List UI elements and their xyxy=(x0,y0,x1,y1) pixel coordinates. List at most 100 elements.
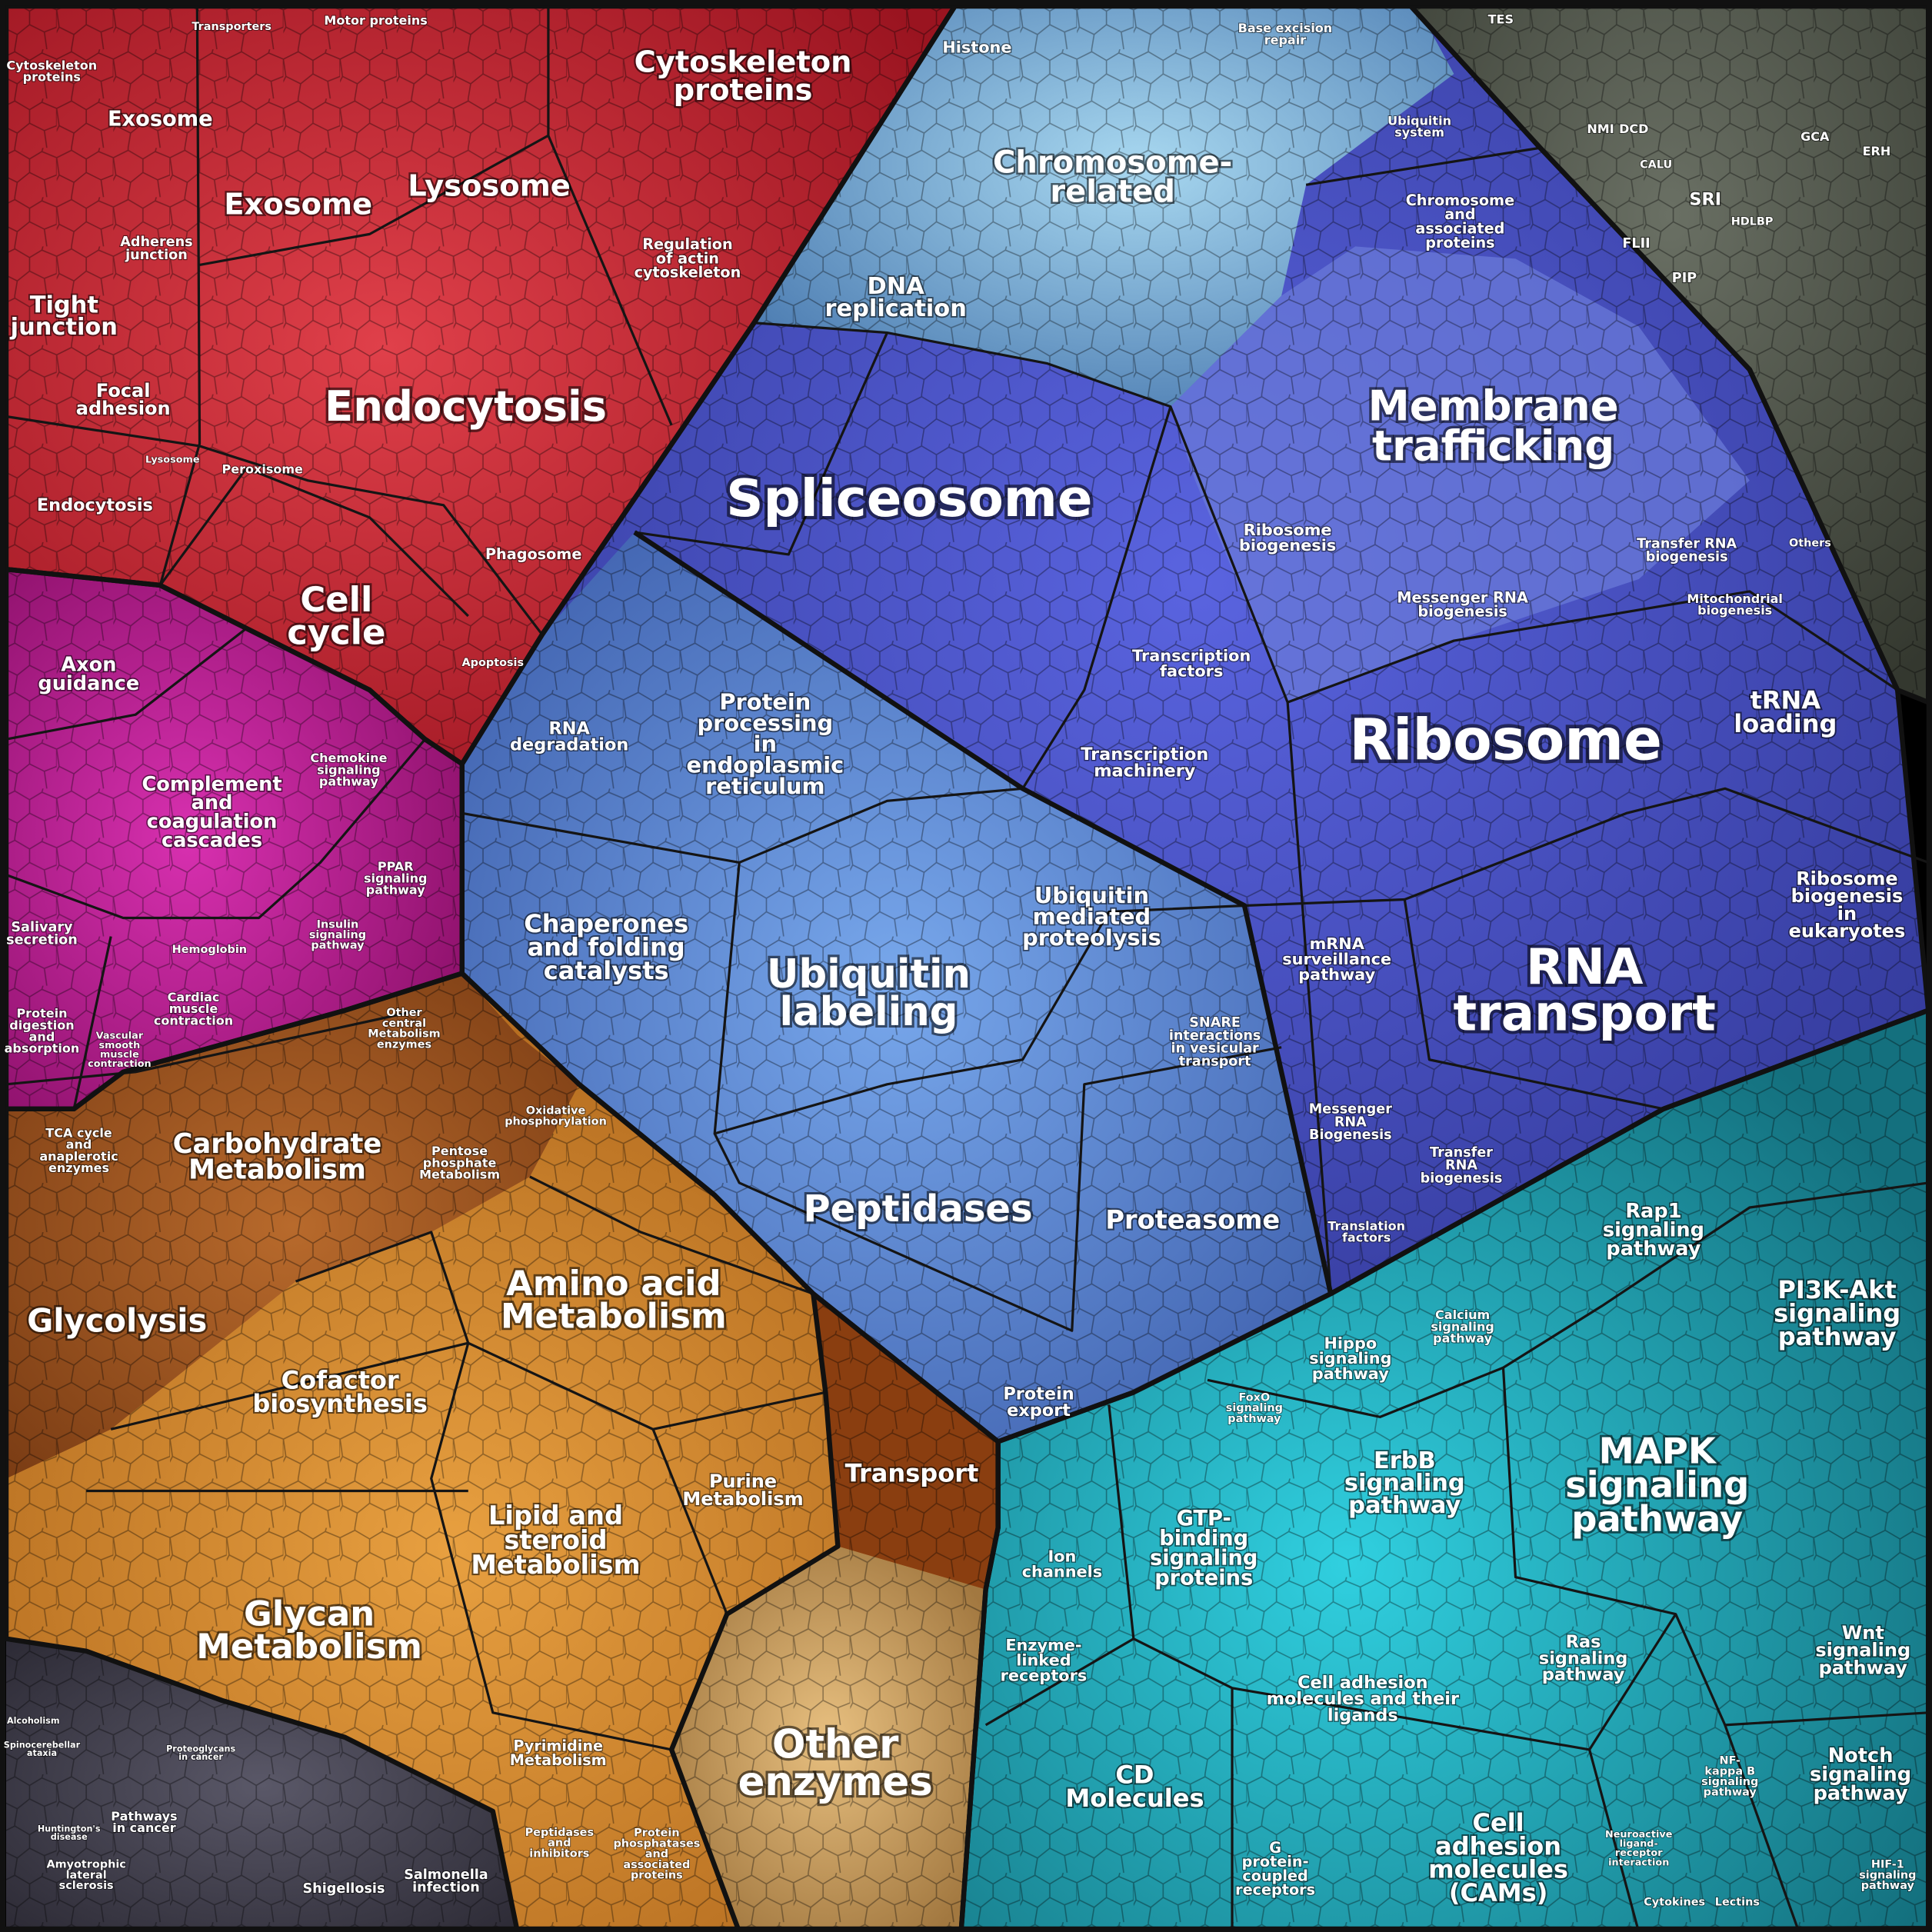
label-line: pathway xyxy=(1348,1491,1461,1518)
region-label: Endocytosis xyxy=(37,495,153,515)
label-line: eukaryotes xyxy=(1789,921,1906,942)
label-line: Proteoglycans xyxy=(166,1744,235,1754)
label-line: enzymes xyxy=(48,1161,109,1175)
label-line: Salivary xyxy=(11,920,73,935)
label-line: Metabolism xyxy=(501,1296,727,1337)
boundary xyxy=(158,6,202,586)
label-line: Cytoskeleton xyxy=(635,45,852,79)
region-label: Transport xyxy=(845,1459,979,1488)
region-label: HIF-1 signaling pathway xyxy=(1859,1859,1916,1892)
region-label: Cell adhesion molecules and their ligands xyxy=(1267,1672,1459,1725)
label-line: processing xyxy=(698,710,834,736)
label-line: pathway xyxy=(1814,1782,1908,1805)
region-label: Peptidases xyxy=(803,1188,1032,1231)
label-line: Shigellosis xyxy=(302,1881,385,1897)
label-line: Glycolysis xyxy=(27,1302,207,1340)
label-line: molecules xyxy=(1428,1855,1568,1884)
label-line: in cancer xyxy=(112,1820,176,1835)
label-line: Lectins xyxy=(1715,1897,1760,1909)
label-line: HDLBP xyxy=(1731,215,1774,228)
label-line: Neuroactive xyxy=(1605,1828,1673,1840)
label-line: Messenger xyxy=(1309,1102,1392,1118)
region-label: Focal adhesion xyxy=(76,380,171,419)
label-line: PPAR xyxy=(378,859,414,874)
region-label: TCA cycle and anaplerotic enzymes xyxy=(39,1125,118,1175)
boundary xyxy=(1021,406,1172,790)
label-line: signaling xyxy=(1701,1776,1758,1788)
label-line: cytoskeleton xyxy=(635,263,741,281)
region-label: Cardiac muscle contraction xyxy=(154,989,233,1027)
label-line: pathway xyxy=(1227,1413,1281,1425)
region-label: SRI xyxy=(1689,189,1721,209)
label-line: in vesicular xyxy=(1171,1041,1259,1057)
label-line: Chaperones xyxy=(524,909,688,938)
region-label: Other enzymes xyxy=(738,1721,933,1805)
label-line: Translation xyxy=(1327,1218,1405,1233)
label-line: Ubiquitin xyxy=(1034,882,1149,908)
label-line: Cardiac xyxy=(168,989,220,1004)
label-line: guidance xyxy=(38,672,139,695)
label-line: Endocytosis xyxy=(37,495,153,515)
region-label: Lipid and steroid Metabolism xyxy=(471,1501,640,1580)
region-label: HDLBP xyxy=(1731,215,1774,228)
region-label: ErbB signaling pathway xyxy=(1344,1447,1465,1518)
region-label: Alcoholism xyxy=(7,1716,60,1726)
label-line: Apoptosis xyxy=(462,657,525,669)
label-line: Oxidative xyxy=(526,1105,586,1118)
region-label: Proteoglycans in cancer xyxy=(166,1744,235,1762)
region-label: Cofactor biosynthesis xyxy=(252,1366,428,1418)
region-label: Messenger RNA biogenesis xyxy=(1397,588,1528,620)
region-label: Salivary secretion xyxy=(6,920,78,948)
label-line: phosphate xyxy=(423,1155,497,1170)
label-line: pathway xyxy=(1861,1880,1915,1892)
label-line: Pentose xyxy=(431,1144,488,1158)
label-line: Other xyxy=(772,1721,899,1767)
region-label: Huntington's disease xyxy=(38,1824,101,1843)
label-line: digestion xyxy=(9,1018,74,1032)
label-line: Histone xyxy=(942,38,1011,56)
region-label: Translation factors xyxy=(1327,1218,1405,1244)
label-line: Chemokine xyxy=(310,751,387,765)
region-label: Rap1 signaling pathway xyxy=(1603,1200,1704,1261)
label-line: Peptidases xyxy=(803,1188,1032,1231)
label-line: Axon xyxy=(61,654,116,677)
label-line: biogenesis xyxy=(1417,602,1507,620)
label-line: molecules and their xyxy=(1267,1689,1459,1709)
region-label: CD Molecules xyxy=(1065,1760,1204,1812)
region-label: Protein export xyxy=(1003,1384,1074,1420)
label-line: Regulation xyxy=(642,235,733,253)
region-label: Chemokine signaling pathway xyxy=(310,751,387,788)
label-line: loading xyxy=(1734,709,1837,738)
region-label: FLII xyxy=(1622,236,1650,251)
region-label: Glycolysis xyxy=(27,1302,207,1340)
label-line: CALU xyxy=(1640,159,1672,172)
region-label: Messenger RNA Biogenesis xyxy=(1309,1102,1392,1143)
label-line: pathway xyxy=(1433,1331,1492,1345)
region-label: PPAR signaling pathway xyxy=(364,859,428,897)
label-line: associated xyxy=(1415,219,1504,237)
boundary xyxy=(713,862,1245,1135)
label-line: Tight xyxy=(30,291,98,318)
label-line: Motor proteins xyxy=(324,13,427,28)
region-label: Spinocerebellar ataxia xyxy=(4,1740,81,1759)
label-line: Amyotrophic xyxy=(46,1859,125,1871)
label-line: biogenesis xyxy=(1239,536,1336,555)
label-line: Spinocerebellar xyxy=(4,1740,81,1750)
label-line: pathway xyxy=(1819,1657,1908,1679)
label-line: Cell adhesion xyxy=(1297,1672,1427,1692)
region-label: RNA degradation xyxy=(510,718,628,754)
label-line: Spliceosome xyxy=(726,468,1092,528)
region-label: Histone xyxy=(942,38,1011,56)
label-line: Lysosome xyxy=(408,168,571,203)
label-line: contraction xyxy=(88,1058,152,1070)
label-line: Huntington's xyxy=(38,1824,101,1834)
label-line: Insulin xyxy=(317,918,359,931)
label-line: linked xyxy=(1016,1651,1071,1670)
region-label: Peptidases and inhibitors xyxy=(525,1827,594,1860)
region-label: Hemoglobin xyxy=(172,944,247,956)
label-line: cycle xyxy=(287,612,385,653)
region-label: Phagosome xyxy=(485,545,581,562)
